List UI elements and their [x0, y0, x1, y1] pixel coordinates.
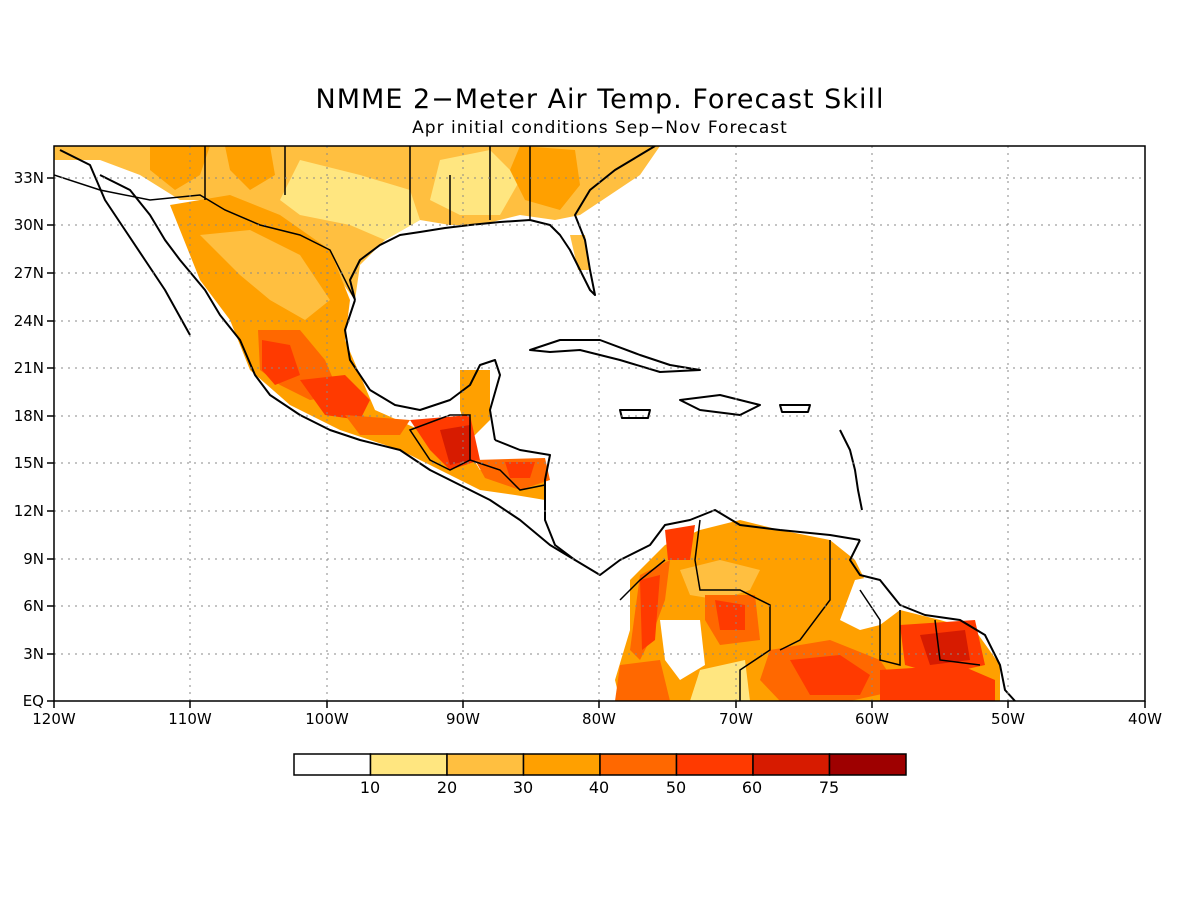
- lon-label: 80W: [582, 710, 616, 728]
- skill-region-sa-white: [840, 575, 900, 630]
- lat-labels: EQ 3N 6N 9N 12N 15N 18N 21N 24N 27N 30N …: [14, 169, 44, 710]
- lat-label: 3N: [23, 645, 44, 663]
- skill-region-mexico-red: [262, 340, 300, 385]
- colorbar-swatch: [752, 753, 831, 776]
- colorbar-swatch: [522, 753, 601, 776]
- skill-region-sa-light: [690, 660, 750, 701]
- colorbar-label: 10: [360, 778, 380, 797]
- lon-labels: 120W 110W 100W 90W 80W 70W 60W 50W 40W: [32, 710, 1162, 728]
- lon-label: 50W: [991, 710, 1025, 728]
- colorbar-swatch: [293, 753, 372, 776]
- skill-region-us-light: [280, 160, 420, 240]
- colorbar-label: 50: [666, 778, 686, 797]
- skill-region-sa-strong: [615, 660, 670, 701]
- skill-region-honduras-red: [505, 462, 535, 478]
- lat-label: 12N: [14, 502, 44, 520]
- skill-region-sa-red: [640, 575, 660, 650]
- lat-label: 21N: [14, 359, 44, 377]
- skill-region-sa-red: [665, 525, 695, 560]
- lat-label: 6N: [23, 597, 44, 615]
- skill-region-sa-dark: [920, 630, 970, 665]
- lat-label: 27N: [14, 264, 44, 282]
- lon-label: 100W: [305, 710, 349, 728]
- lat-label: EQ: [23, 692, 44, 710]
- colorbar: 10 20 30 40 50 60 75: [293, 753, 907, 797]
- colorbar-swatch: [369, 753, 448, 776]
- axis-ticks: [47, 177, 1146, 708]
- lat-label: 30N: [14, 216, 44, 234]
- lon-label: 40W: [1128, 710, 1162, 728]
- skill-region-us-strong: [150, 146, 210, 190]
- colorbar-label: 40: [589, 778, 609, 797]
- colorbar-swatch: [675, 753, 754, 776]
- skill-shading: [54, 146, 1000, 701]
- political-borders: [54, 146, 981, 701]
- colorbar-swatches: [293, 753, 907, 776]
- colorbar-label: 30: [513, 778, 533, 797]
- skill-region-sa-red: [715, 600, 745, 630]
- coastlines: [59, 146, 1016, 701]
- map-title: NMME 2−Meter Air Temp. Forecast Skill: [315, 84, 885, 115]
- skill-region-mexico-light: [200, 230, 330, 320]
- skill-region-us-strong: [225, 146, 275, 190]
- lon-label: 110W: [168, 710, 212, 728]
- gridlines: [54, 146, 1145, 701]
- lat-label: 15N: [14, 454, 44, 472]
- skill-region-mexico-strong: [345, 415, 410, 435]
- map-subtitle: Apr initial conditions Sep−Nov Forecast: [412, 118, 788, 138]
- lon-label: 60W: [855, 710, 889, 728]
- skill-region-sa-red: [880, 665, 995, 701]
- colorbar-swatch: [446, 753, 525, 776]
- lat-label: 33N: [14, 169, 44, 187]
- lat-label: 9N: [23, 550, 44, 568]
- skill-region-us-light: [430, 150, 520, 215]
- colorbar-labels: 10 20 30 40 50 60 75: [360, 778, 839, 797]
- skill-region-sa-red: [790, 655, 870, 695]
- skill-region-sa-white: [660, 620, 705, 680]
- lon-label: 70W: [719, 710, 753, 728]
- colorbar-swatch: [828, 753, 907, 776]
- lon-label: 120W: [32, 710, 76, 728]
- lat-label: 18N: [14, 407, 44, 425]
- colorbar-label: 20: [437, 778, 457, 797]
- colorbar-swatch: [599, 753, 678, 776]
- lon-label: 90W: [446, 710, 480, 728]
- skill-region-mexico-strong: [300, 375, 370, 420]
- lat-label: 24N: [14, 312, 44, 330]
- colorbar-label: 75: [819, 778, 839, 797]
- colorbar-label: 60: [742, 778, 762, 797]
